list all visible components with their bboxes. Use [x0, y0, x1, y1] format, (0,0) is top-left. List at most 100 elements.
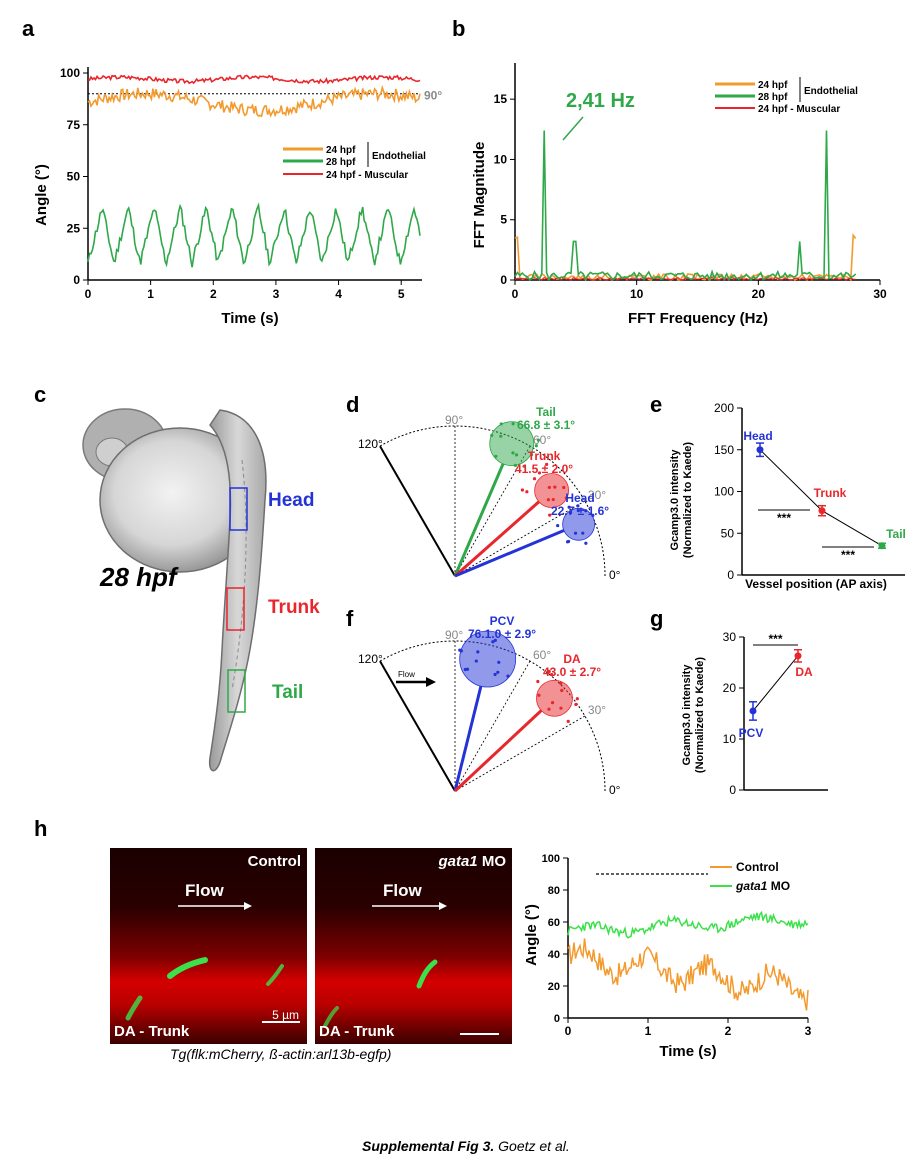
chart-g-line [752, 655, 799, 712]
chart-f-point-pcv [496, 670, 500, 674]
chart-d-point-tail [511, 422, 515, 426]
chart-a-reference-label: 90° [424, 89, 442, 103]
micrograph-gata1-overlay [323, 902, 499, 1035]
chart-f-point-da [560, 688, 564, 693]
chart-a-ytick-label: 50 [67, 170, 81, 184]
chart-d-point-trunk [520, 488, 525, 492]
chart-d-point-tail [513, 463, 518, 467]
micrograph-gata1-title: gata1 MO [438, 853, 506, 870]
chart-e-point [878, 542, 886, 550]
chart-f-ray-30 [454, 715, 586, 792]
chart-f-point-da [574, 702, 578, 707]
chart-f-error-circle-pcv [459, 630, 517, 688]
chart-d-point-head [576, 504, 580, 508]
chart-h-xtick-label: 1 [645, 1024, 652, 1038]
chart-b-series-muscular [514, 276, 856, 281]
chart-h-series-control [567, 938, 809, 1011]
micrograph-control-flow: Flow [185, 881, 224, 900]
chart-d-angle-label: 0° [609, 568, 621, 582]
chart-g-category-label: DA [795, 665, 813, 679]
flow-arrow-head-icon [244, 902, 252, 910]
micrograph-control-region: DA - Trunk [114, 1023, 190, 1040]
chart-a-series-24hpf [87, 84, 421, 118]
chart-d-mean-ray-trunk [454, 500, 540, 578]
chart-e-significance: *** [777, 511, 791, 525]
chart-d-point-head [584, 541, 588, 545]
chart-a-ylabel: Angle (°) [33, 164, 50, 226]
panel-letter-b: b [452, 16, 466, 41]
chart-f-point-pcv [459, 649, 463, 653]
cilium-green [323, 1006, 339, 1028]
chart-d-group-value-tail: 66.8 ± 3.1° [517, 418, 575, 432]
chart-d-point-head [573, 531, 578, 535]
chart-g-ylabel-line2: (Normalized to Kaede) [694, 657, 706, 773]
chart-b-series-28hpf [514, 130, 857, 282]
panel-letter-e: e [650, 392, 663, 417]
chart-d-point-trunk [545, 462, 549, 466]
chart-f-point-da [559, 681, 563, 685]
chart-e-significance: *** [841, 548, 855, 562]
chart-d-error-circle-trunk [534, 473, 570, 508]
chart-b-xlabel: FFT Frequency (Hz) [628, 310, 768, 327]
micrograph-gata1: gata1 MO Flow DA - Trunk [315, 848, 512, 1044]
embryo-label-head: Head [268, 490, 315, 511]
chart-e-ytick-label: 200 [714, 401, 734, 415]
chart-d-point-trunk [546, 498, 551, 502]
chart-d-point-trunk [548, 513, 552, 517]
chart-f-point-da [547, 669, 551, 674]
chart-h-xtick-label: 0 [565, 1024, 572, 1038]
figure-caption: Supplemental Fig 3. Goetz et al. [362, 1138, 570, 1154]
chart-h-ytick-label: 80 [548, 885, 560, 897]
micrograph-control-title: Control [247, 853, 301, 870]
panel-letter-f: f [346, 606, 354, 631]
chart-f-group-name-pcv: PCV [490, 615, 515, 628]
chart-a-legend-entry: 28 hpf [326, 157, 356, 168]
chart-d-point-tail [522, 464, 526, 468]
chart-f-point-da [559, 706, 563, 710]
cilium-green [167, 957, 208, 979]
chart-h-legend: Control gata1 MO [710, 860, 790, 893]
chart-h-legend-entry: gata1 MO [735, 879, 790, 893]
chart-d-point-tail [514, 453, 519, 457]
chart-f-angle-label: 60° [533, 648, 551, 662]
chart-f-point-pcv [506, 674, 510, 678]
chart-h-ytick-label: 40 [548, 949, 560, 961]
chart-f-point-pcv [493, 638, 497, 643]
chart-h-ytick-label: 60 [548, 917, 560, 929]
embryo-stage-label: 28 hpf [100, 562, 177, 592]
chart-f-point-pcv [491, 640, 495, 644]
chart-f-flow-arrow-head-icon [426, 677, 436, 687]
chart-f-mean-ray-pcv [453, 685, 483, 792]
chart-d-angle-label: 120° [358, 437, 383, 451]
chart-f-angle-label: 90° [445, 628, 463, 642]
flow-arrow-head-icon [439, 902, 447, 910]
embryo-illustration [82, 408, 267, 772]
micrograph-gata1-flow: Flow [383, 881, 422, 900]
chart-d-point-trunk [564, 496, 568, 500]
chart-e-point [756, 446, 764, 454]
chart-b-legend: 24 hpf 28 hpf 24 hpf - Muscular Endothel… [715, 77, 858, 115]
chart-d-point-tail [490, 433, 494, 437]
chart-b-legend-entry: 28 hpf [758, 92, 788, 103]
chart-b-legend-entry: 24 hpf [758, 80, 788, 91]
chart-e-ytick-label: 0 [727, 568, 734, 582]
chart-a-xtick-label: 3 [273, 287, 280, 301]
chart-d-point-tail [494, 454, 498, 458]
chart-a-ytick-label: 75 [67, 118, 81, 132]
chart-f-ray-60 [454, 660, 531, 792]
chart-b-legend-group: Endothelial [804, 86, 858, 97]
chart-d-point-trunk [547, 485, 551, 490]
chart-a-ytick-label: 0 [73, 273, 80, 287]
chart-b-xtick-label: 10 [630, 287, 644, 301]
chart-h-ytick-label: 0 [554, 1013, 560, 1025]
chart-e-ytick-label: 100 [714, 485, 734, 499]
chart-h: 0 1 2 3 0 20 40 60 80 100 Time (s) Angle (°) Cont… [523, 853, 812, 1060]
panel-letter-g: g [650, 606, 664, 631]
chart-f-error-circle-da [536, 679, 573, 717]
chart-g: 0 10 20 30 PCV DA *** Gcamp3.0 intensity (Norm… [681, 630, 828, 797]
chart-d-point-tail [499, 434, 503, 438]
embryo-box-trunk [226, 587, 245, 631]
micrograph-control: Control Flow 5 µm DA - Trunk [110, 848, 307, 1044]
chart-d-point-trunk [532, 477, 537, 481]
